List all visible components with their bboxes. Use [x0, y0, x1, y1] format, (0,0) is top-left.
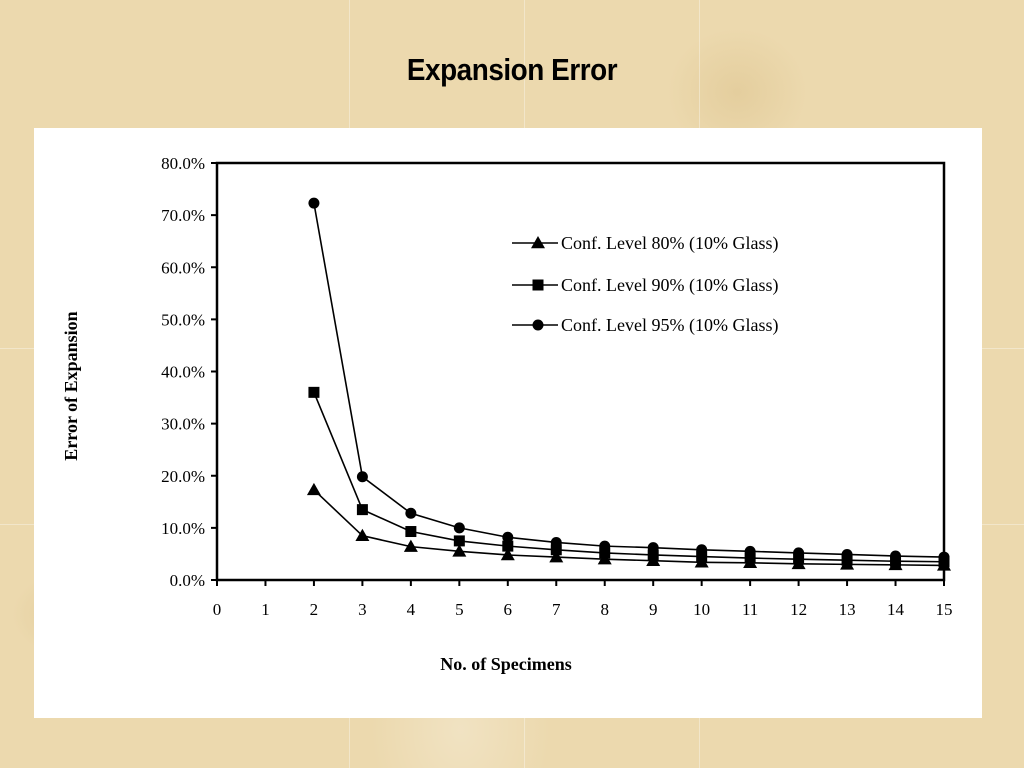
data-point — [647, 542, 659, 554]
x-tick-label: 4 — [407, 600, 416, 619]
y-tick-label: 20.0% — [161, 467, 205, 486]
x-tick-label: 15 — [936, 600, 953, 619]
legend-entry: Conf. Level 95% (10% Glass) — [561, 315, 778, 336]
y-axis-label: Error of Expansion — [61, 311, 81, 460]
series-line — [313, 202, 945, 558]
x-tick-label: 2 — [310, 600, 319, 619]
x-tick-label: 9 — [649, 600, 658, 619]
data-point — [841, 554, 853, 566]
x-tick-label: 1 — [261, 600, 270, 619]
series-3 — [308, 197, 950, 563]
chart-series — [306, 197, 951, 571]
slide-title: Expansion Error — [406, 52, 618, 87]
data-point — [500, 547, 515, 561]
data-point — [890, 550, 902, 562]
legend-marker-triangle — [531, 236, 545, 249]
y-tick-label: 0.0% — [170, 571, 205, 590]
chart-axes: 0.0% 10.0% 20.0% 30.0% 40.0% 50.0% 60.0% 70.0% 8… — [161, 154, 952, 619]
data-point — [744, 545, 756, 557]
data-point — [403, 539, 418, 552]
plot-frame — [215, 161, 946, 582]
data-point — [452, 544, 467, 557]
legend-marker-square — [532, 279, 544, 291]
data-point — [793, 553, 805, 565]
x-tick-label: 14 — [887, 600, 905, 619]
y-tick-label: 10.0% — [161, 519, 205, 538]
y-tick-label: 60.0% — [161, 258, 205, 277]
data-point — [793, 547, 805, 559]
x-tick-label: 5 — [455, 600, 464, 619]
data-point — [550, 544, 562, 556]
y-tick-label: 30.0% — [161, 415, 205, 434]
data-point — [599, 540, 611, 552]
data-point — [356, 471, 368, 483]
x-tick-label: 3 — [358, 600, 367, 619]
data-point — [696, 551, 708, 563]
legend-entry: Conf. Level 80% (10% Glass) — [561, 233, 778, 254]
x-tick-label: 6 — [504, 600, 513, 619]
legend-entry: Conf. Level 90% (10% Glass) — [561, 275, 778, 296]
data-point — [453, 522, 465, 534]
data-point — [405, 507, 417, 519]
line-chart: 0.0% 10.0% 20.0% 30.0% 40.0% 50.0% 60.0% 70.0% 8… — [61, 154, 953, 674]
x-axis-label: No. of Specimens — [440, 654, 572, 674]
y-tick-label: 50.0% — [161, 310, 205, 329]
data-point — [502, 531, 514, 543]
data-point — [356, 504, 368, 516]
x-tick-label: 11 — [742, 600, 758, 619]
data-point — [405, 526, 417, 538]
data-point — [599, 547, 611, 559]
x-tick-label: 8 — [600, 600, 609, 619]
x-tick-label: 13 — [839, 600, 856, 619]
y-tick-label: 80.0% — [161, 154, 205, 173]
data-point — [549, 550, 564, 563]
series-2 — [308, 386, 950, 568]
y-tick-label: 70.0% — [161, 206, 205, 225]
data-point — [696, 544, 708, 556]
series-1 — [306, 482, 951, 571]
series-line — [313, 489, 945, 567]
data-point — [550, 536, 562, 548]
data-point — [308, 197, 320, 209]
data-point — [308, 386, 320, 398]
chart-legend: Conf. Level 80% (10% Glass) Conf. Level 9… — [512, 233, 778, 336]
data-point — [306, 482, 321, 496]
data-point — [744, 552, 756, 564]
legend-marker-circle — [532, 319, 544, 331]
data-point — [355, 528, 370, 541]
series-line — [313, 392, 945, 563]
data-point — [938, 551, 950, 563]
x-tick-label: 0 — [213, 600, 222, 619]
x-tick-label: 10 — [693, 600, 710, 619]
chart-panel: 0.0% 10.0% 20.0% 30.0% 40.0% 50.0% 60.0% 70.0% 8… — [34, 128, 982, 718]
data-point — [647, 549, 659, 561]
y-tick-label: 40.0% — [161, 363, 205, 382]
x-tick-label: 7 — [552, 600, 561, 619]
data-point — [841, 548, 853, 560]
x-tick-label: 12 — [790, 600, 807, 619]
data-point — [502, 540, 514, 552]
data-point — [453, 535, 465, 547]
